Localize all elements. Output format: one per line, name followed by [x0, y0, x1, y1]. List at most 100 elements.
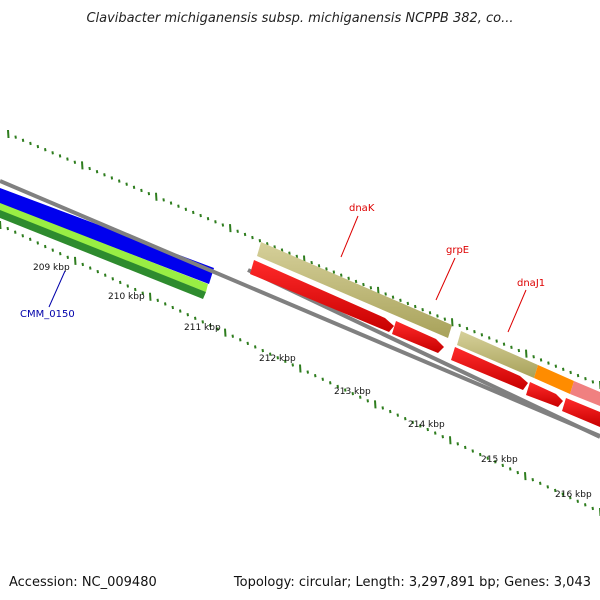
lower-scale-tick-63	[471, 449, 474, 453]
upper-scale-tick-24	[184, 207, 188, 211]
lower-scale-tick-49	[366, 399, 369, 403]
lower-scale-tick-7	[51, 248, 54, 252]
lower-scale-tick-51	[381, 406, 384, 410]
lower-scale-tick-35	[261, 348, 264, 353]
lower-scale-tick-20	[149, 292, 152, 301]
genome-summary-text: Topology: circular; Length: 3,297,891 bp…	[233, 575, 591, 590]
lower-scale-tick-71	[531, 478, 534, 482]
lower-scale-tick-76	[569, 495, 572, 500]
accession-text: Accession: NC_009480	[9, 575, 157, 590]
upper-scale-tick-46	[347, 276, 350, 280]
lower-scale-tick-70	[524, 472, 527, 481]
upper-scale-tick-62	[465, 326, 469, 331]
upper-scale-tick-34	[258, 239, 262, 243]
upper-scale-tick-71	[532, 355, 535, 359]
upper-scale-tick-47	[354, 279, 358, 284]
upper-scale-tick-20	[155, 192, 158, 201]
lower-scale-tick-3	[21, 234, 24, 238]
lower-scale-tick-13	[96, 269, 99, 274]
upper-scale-tick-6	[51, 151, 54, 155]
upper-scale-tick-3	[29, 141, 32, 146]
upper-scale-tick-31	[236, 229, 239, 233]
upper-scale-tick-15	[118, 179, 121, 183]
gene-label-dnaJ1[interactable]: dnaJ1	[517, 278, 545, 289]
red-gene-arrow-4	[526, 382, 563, 407]
lower-scale-tick-41	[306, 370, 309, 374]
upper-scale-tick-2	[21, 138, 25, 142]
lower-scale-tick-31	[231, 334, 234, 338]
upper-scale-tick-5	[44, 148, 47, 152]
lower-scale-tick-16	[119, 280, 122, 285]
lower-scale-tick-45	[336, 384, 339, 389]
upper-scale-tick-76	[569, 370, 572, 375]
gene-label-CMM_0150[interactable]: CMM_0150	[20, 309, 75, 320]
upper-scale-tick-58	[436, 314, 439, 318]
upper-scale-tick-70	[525, 349, 528, 358]
lower-scale-tick-46	[344, 388, 347, 392]
gene-label-grpE[interactable]: grpE	[446, 245, 469, 256]
gene-labels: dnaK grpE dnaJ1 CMM_0150	[20, 203, 545, 333]
upper-scale-tick-60	[451, 318, 454, 327]
upper-scale-tick-54	[406, 301, 410, 306]
lower-scale-tick-29	[216, 327, 219, 331]
lower-scale-tick-78	[584, 503, 587, 507]
lower-scale-tick-66	[494, 460, 497, 464]
tick-label-211: 211 kbp	[184, 323, 221, 333]
khaki-gene-dnaK-grpE	[257, 242, 452, 338]
upper-scale-tick-72	[539, 358, 543, 362]
lower-scale-tick-42	[314, 374, 317, 378]
upper-scale-tick-10	[81, 161, 84, 170]
lower-scale-tick-33	[246, 341, 249, 346]
lower-scale-tick-53	[396, 413, 399, 417]
genome-backbone	[0, 179, 600, 438]
upper-scale-tick-28	[214, 220, 217, 224]
gene-label-dnaK[interactable]: dnaK	[349, 203, 375, 214]
lower-scale-tick-17	[126, 284, 129, 288]
upper-scale-tick-49	[369, 286, 373, 290]
upper-scale-tick-48	[362, 282, 365, 287]
upper-scale-tick-55	[414, 304, 417, 309]
lower-scale-tick-12	[89, 266, 92, 270]
lower-scale-tick-36	[269, 352, 272, 356]
tick-label-212: 212 kbp	[259, 354, 296, 364]
khaki-gene-track	[257, 242, 600, 406]
upper-scale-tick-52	[391, 295, 395, 299]
lower-scale-tick-61	[456, 442, 459, 446]
lower-scale-tick-79	[591, 506, 594, 511]
lower-scale-tick-54	[404, 417, 407, 421]
lower-scale-tick-38	[284, 359, 287, 363]
lower-scale-tick-9	[66, 255, 69, 259]
upper-scale-tick-56	[421, 308, 424, 312]
lower-scale-tick-62	[464, 445, 467, 450]
lower-scale-tick-48	[359, 395, 362, 399]
upper-scale-tick-57	[428, 311, 432, 315]
lower-scale-tick-72	[539, 481, 542, 485]
upper-scale-tick-44	[332, 270, 336, 274]
map-title: Clavibacter michiganensis subsp. michiga…	[86, 11, 513, 26]
genome-backbone-inner	[247, 268, 600, 439]
lower-scale-tick-44	[329, 381, 332, 385]
lower-scale-tick-58	[434, 431, 437, 435]
upper-scale-tick-17	[132, 185, 136, 190]
lower-scale-tick-55	[411, 420, 414, 424]
lower-scale-tick-4	[29, 237, 32, 242]
lower-scale-tick-77	[576, 499, 579, 503]
lower-scale-tick-68	[509, 467, 512, 471]
orange-gene	[534, 365, 574, 394]
lower-scale-tick-65	[486, 456, 489, 460]
lower-scale-tick-26	[194, 316, 197, 320]
scale-tick-marks	[0, 129, 600, 517]
upper-scale-tick-30	[229, 224, 232, 233]
lower-scale-tick-28	[209, 323, 212, 328]
upper-scale-tick-69	[517, 348, 521, 353]
upper-scale-tick-68	[510, 345, 513, 350]
upper-scale-tick-64	[480, 333, 484, 337]
tick-label-209: 209 kbp	[33, 263, 70, 273]
lower-scale-tick-52	[389, 409, 392, 414]
lower-scale-tick-64	[479, 452, 482, 457]
lower-scale-tick-60	[449, 436, 452, 445]
red-gene-arrow-5	[562, 398, 600, 427]
upper-scale-tick-36	[273, 245, 276, 249]
lower-scale-tick-56	[419, 424, 422, 428]
lower-scale-tick-1	[6, 226, 9, 231]
